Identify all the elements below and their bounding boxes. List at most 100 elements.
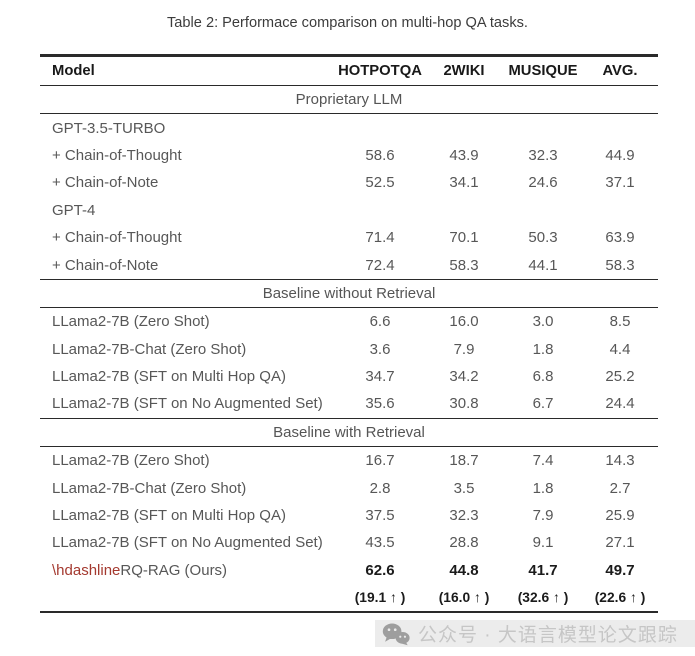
value-cell: 37.5 <box>365 507 395 524</box>
value-cell: 44.8 <box>449 562 479 580</box>
section-header-baseline-with-retrieval: Baseline with Retrieval <box>273 423 425 441</box>
table-row: LLama2-7B-Chat (Zero Shot) 2.8 3.5 1.8 2… <box>40 474 658 501</box>
col-header-2wiki: 2WIKI <box>443 63 485 79</box>
value-cell: 16.0 <box>449 313 479 331</box>
rule <box>40 445 658 448</box>
table-header-row: Model HOTPOTQA 2WIKI MUSIQUE AVG. <box>40 57 658 85</box>
model-cell: LLama2-7B (SFT on No Augmented Set) <box>52 534 323 552</box>
value-cell: 71.4 <box>365 229 395 247</box>
table-row: LLama2-7B (SFT on No Augmented Set) 43.5… <box>40 529 658 556</box>
table-row: LLama2-7B (SFT on No Augmented Set) 35.6… <box>40 390 658 417</box>
value-cell: 14.3 <box>605 452 635 470</box>
value-cell: 6.8 <box>532 368 554 386</box>
value-cell: 4.4 <box>609 340 631 358</box>
value-cell: 35.6 <box>365 395 395 413</box>
top-rule <box>40 54 658 57</box>
col-header-model: Model <box>52 63 95 79</box>
table-caption: Table 2: Performace comparison on multi-… <box>167 15 528 31</box>
rule <box>40 278 658 280</box>
rule <box>40 113 658 115</box>
model-cell: LLama2-7B (Zero Shot) <box>52 452 210 470</box>
table-row: + Chain-of-Note 52.5 34.1 24.6 37.1 <box>40 169 658 196</box>
model-cell: + Chain-of-Thought <box>52 229 182 247</box>
value-cell: 2.8 <box>369 479 391 497</box>
value-cell: 27.1 <box>605 534 635 552</box>
value-cell: 34.1 <box>449 174 479 192</box>
watermark-banner: 公众号 · 大语言模型论文跟踪 <box>375 620 695 647</box>
gain-cell: (19.1 ↑ ) <box>354 590 406 606</box>
value-cell: 32.3 <box>528 146 558 164</box>
col-header-hotpotqa: HOTPOTQA <box>338 63 422 79</box>
table-row: LLama2-7B (Zero Shot) 6.6 16.0 3.0 8.5 <box>40 308 658 335</box>
model-cell: + Chain-of-Note <box>52 174 159 192</box>
value-cell: 7.9 <box>453 340 475 358</box>
gains-row: (19.1 ↑ ) (16.0 ↑ ) (32.6 ↑ ) (22.6 ↑ ) <box>40 585 658 611</box>
value-cell: 30.8 <box>449 395 479 413</box>
results-table: Model HOTPOTQA 2WIKI MUSIQUE AVG. Propri… <box>40 54 658 614</box>
col-header-musique: MUSIQUE <box>508 63 578 79</box>
value-cell: 3.5 <box>453 479 475 497</box>
value-cell: 7.9 <box>532 507 554 524</box>
col-header-avg: AVG. <box>602 63 638 79</box>
section-header-proprietary-llm: Proprietary LLM <box>295 91 403 109</box>
value-cell: 32.3 <box>449 507 479 524</box>
value-cell: 25.2 <box>605 368 635 386</box>
table-row: + Chain-of-Note 72.4 58.3 44.1 58.3 <box>40 251 658 278</box>
value-cell: 6.7 <box>532 395 554 413</box>
value-cell: 41.7 <box>528 562 558 580</box>
table-row: GPT-4 <box>40 197 658 224</box>
value-cell: 3.0 <box>532 313 554 331</box>
ours-row: \hdashlineRQ-RAG (Ours) 62.6 44.8 41.7 4… <box>40 557 658 585</box>
value-cell: 44.1 <box>528 256 558 274</box>
model-cell: + Chain-of-Thought <box>52 146 182 164</box>
latex-hdashline-artifact: \hdashline <box>52 562 121 580</box>
value-cell: 58.3 <box>605 256 635 274</box>
value-cell: 1.8 <box>532 340 554 358</box>
table-row: + Chain-of-Thought 58.6 43.9 32.3 44.9 <box>40 142 658 169</box>
value-cell: 1.8 <box>532 479 554 497</box>
value-cell: 58.6 <box>365 146 395 164</box>
value-cell: 16.7 <box>365 452 395 470</box>
value-cell: 28.8 <box>449 534 479 552</box>
table-row: LLama2-7B (Zero Shot) 16.7 18.7 7.4 14.3 <box>40 447 658 474</box>
bottom-rule <box>40 610 658 614</box>
rule <box>40 417 658 419</box>
table-row: + Chain-of-Thought 71.4 70.1 50.3 63.9 <box>40 224 658 251</box>
table-row: LLama2-7B (SFT on Multi Hop QA) 37.5 32.… <box>40 502 658 529</box>
model-cell: LLama2-7B-Chat (Zero Shot) <box>52 340 247 358</box>
rule <box>40 306 658 309</box>
model-cell: + Chain-of-Note <box>52 256 159 274</box>
model-cell: LLama2-7B (Zero Shot) <box>52 313 210 331</box>
table-row: LLama2-7B-Chat (Zero Shot) 3.6 7.9 1.8 4… <box>40 335 658 362</box>
value-cell: 3.6 <box>369 340 391 358</box>
value-cell: 72.4 <box>365 256 395 274</box>
value-cell: 6.6 <box>369 313 391 331</box>
ours-model-cell: \hdashlineRQ-RAG (Ours) <box>40 562 336 579</box>
model-cell: LLama2-7B (SFT on No Augmented Set) <box>52 395 323 413</box>
model-cell: LLama2-7B (SFT on Multi Hop QA) <box>52 368 286 386</box>
model-cell: GPT-4 <box>52 201 96 219</box>
value-cell: 63.9 <box>605 229 635 247</box>
value-cell: 49.7 <box>605 562 635 580</box>
value-cell: 2.7 <box>609 479 631 497</box>
rule <box>40 85 658 87</box>
value-cell: 24.4 <box>605 395 635 413</box>
value-cell: 43.9 <box>449 146 479 164</box>
value-cell: 58.3 <box>449 256 479 274</box>
value-cell: 25.9 <box>605 507 635 524</box>
value-cell: 37.1 <box>605 174 635 192</box>
wechat-icon <box>382 623 410 645</box>
section-header-baseline-without-retrieval: Baseline without Retrieval <box>262 284 436 302</box>
table-row: GPT-3.5-TURBO <box>40 114 658 141</box>
watermark-text: 公众号 · 大语言模型论文跟踪 <box>418 625 678 646</box>
gain-cell: (16.0 ↑ ) <box>438 590 490 606</box>
value-cell: 43.5 <box>365 534 395 552</box>
table-row: LLama2-7B (SFT on Multi Hop QA) 34.7 34.… <box>40 363 658 390</box>
value-cell: 24.6 <box>528 174 558 192</box>
value-cell: 18.7 <box>449 452 479 470</box>
value-cell: 70.1 <box>449 229 479 247</box>
gain-cell: (22.6 ↑ ) <box>594 590 646 606</box>
value-cell: 50.3 <box>528 229 558 247</box>
model-cell: GPT-3.5-TURBO <box>52 119 166 137</box>
model-cell: LLama2-7B-Chat (Zero Shot) <box>52 479 247 497</box>
